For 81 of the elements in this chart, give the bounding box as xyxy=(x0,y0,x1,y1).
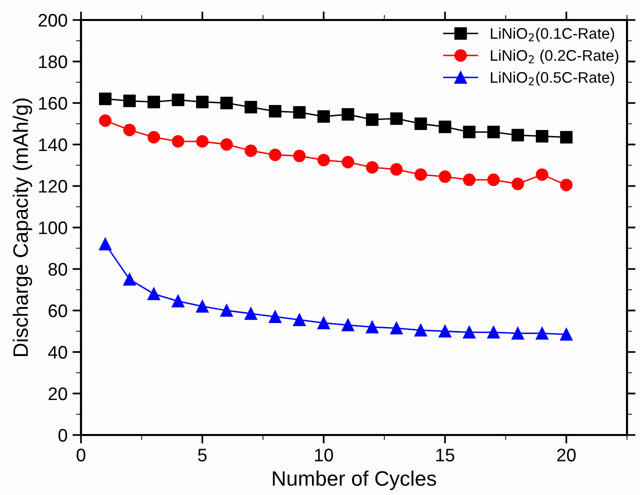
point xyxy=(560,130,573,144)
x-tick-label: 20 xyxy=(557,448,576,462)
point xyxy=(196,96,209,108)
point xyxy=(99,92,112,106)
point xyxy=(244,100,258,114)
point xyxy=(172,94,184,106)
point xyxy=(148,288,160,300)
point xyxy=(438,325,452,338)
point xyxy=(487,126,500,138)
point xyxy=(560,178,573,192)
point xyxy=(220,138,233,151)
point xyxy=(293,314,306,326)
point xyxy=(244,144,258,157)
legend-label: LiNiO$_{2}$ (0.2C-Rate) xyxy=(490,50,618,64)
point xyxy=(512,327,524,340)
point xyxy=(536,327,548,340)
point xyxy=(317,316,330,330)
point xyxy=(196,300,209,313)
point xyxy=(317,110,330,123)
x-tick-label: 10 xyxy=(315,448,334,462)
y-tick-label: 100 xyxy=(39,221,68,234)
point xyxy=(123,94,136,108)
point xyxy=(268,105,282,118)
point xyxy=(220,304,233,317)
point xyxy=(220,96,233,110)
point xyxy=(512,178,524,190)
point xyxy=(463,126,476,138)
y-tick-label: 180 xyxy=(39,55,68,68)
point xyxy=(99,238,112,250)
x-tick-label: 5 xyxy=(198,448,207,462)
y-axis-title: Discharge Capacity (mAh/g) xyxy=(12,98,32,356)
point xyxy=(366,161,378,174)
point xyxy=(414,118,427,130)
point xyxy=(123,273,136,286)
x-axis-title: Number of Cycles xyxy=(272,470,436,490)
point xyxy=(390,322,403,334)
legend-label: LiNiO$_{2}$(0.5C-Rate) xyxy=(490,72,614,86)
point xyxy=(366,113,378,126)
point xyxy=(536,130,548,142)
point xyxy=(536,168,548,181)
point xyxy=(293,106,306,119)
y-tick-label: 0 xyxy=(58,428,68,442)
point xyxy=(148,130,160,144)
point xyxy=(244,307,258,320)
point xyxy=(172,135,184,148)
y-tick-label: 160 xyxy=(39,96,68,110)
point xyxy=(512,128,524,142)
point xyxy=(172,294,184,308)
point xyxy=(123,124,136,136)
point xyxy=(366,320,378,334)
point xyxy=(438,170,452,183)
point xyxy=(438,120,452,134)
point xyxy=(268,310,282,323)
legend-label: LiNiO$_{2}$(0.1C-Rate) xyxy=(490,28,614,42)
y-tick-label: 140 xyxy=(39,138,68,152)
point xyxy=(196,135,209,148)
point xyxy=(390,112,403,125)
point xyxy=(414,168,427,181)
point xyxy=(414,324,427,336)
point xyxy=(342,108,354,121)
point xyxy=(463,174,476,186)
point xyxy=(148,96,160,108)
point xyxy=(99,114,112,127)
y-tick-label: 60 xyxy=(48,304,68,318)
point xyxy=(487,326,500,339)
x-tick-label: 0 xyxy=(76,448,86,462)
point xyxy=(463,326,476,339)
point xyxy=(268,148,282,162)
y-tick-label: 40 xyxy=(48,346,68,359)
point xyxy=(390,163,403,176)
y-tick-label: 120 xyxy=(39,180,68,193)
point xyxy=(487,174,500,186)
y-tick-label: 80 xyxy=(48,262,68,276)
y-tick-label: 20 xyxy=(48,387,68,400)
point xyxy=(342,156,354,168)
point xyxy=(317,154,330,166)
y-tick-label: 200 xyxy=(38,14,68,27)
x-tick-label: 15 xyxy=(436,448,454,462)
point xyxy=(560,328,573,341)
point xyxy=(342,318,354,332)
point xyxy=(293,150,306,162)
